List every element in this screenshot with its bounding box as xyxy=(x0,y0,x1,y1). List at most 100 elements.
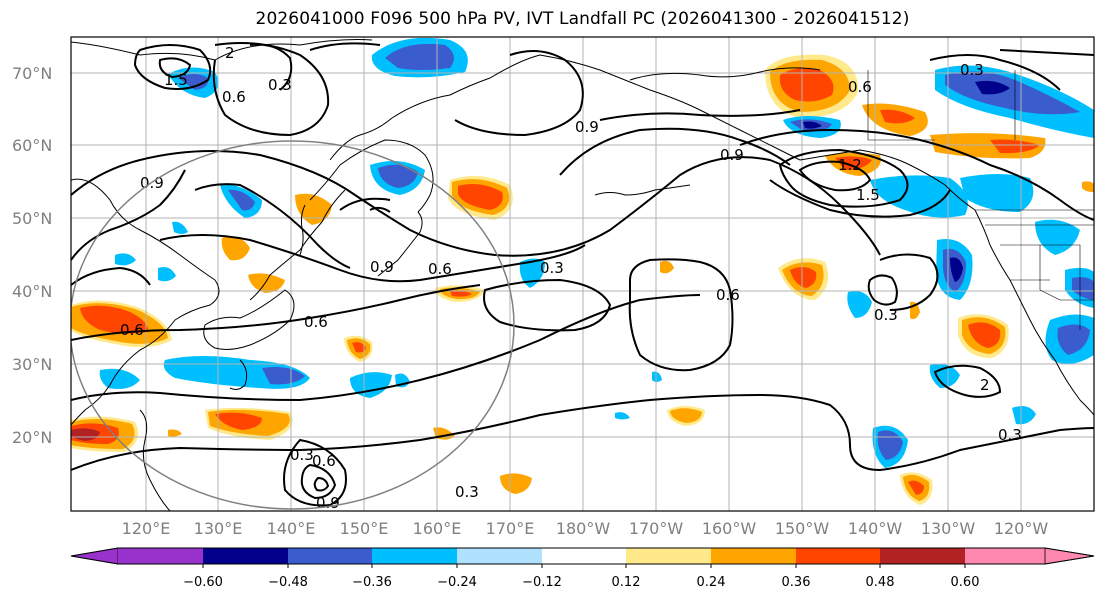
border xyxy=(1000,244,1061,301)
pv-contour xyxy=(599,109,801,121)
colorbar-tick: 0.48 xyxy=(866,575,895,590)
anomaly-blob xyxy=(960,174,1034,212)
pv-contour xyxy=(628,258,734,372)
anomaly-blob xyxy=(790,266,817,288)
lon-label: 180°W xyxy=(556,519,611,538)
colorbar-segment xyxy=(542,548,626,564)
colorbar-segment xyxy=(880,548,965,564)
anomaly-blob xyxy=(158,267,176,282)
pv-contour xyxy=(929,54,1061,91)
anomaly-blob xyxy=(950,257,963,282)
anomaly-blob xyxy=(168,429,182,437)
anomaly-blob xyxy=(1082,181,1094,192)
pv-contour xyxy=(879,253,939,311)
lon-label: 160°W xyxy=(702,519,757,538)
anomaly-blob xyxy=(248,273,285,293)
contour-label: 0.9 xyxy=(370,258,394,276)
coastline xyxy=(649,89,801,161)
colorbar-outline xyxy=(70,547,1095,565)
colorbar-segment xyxy=(457,548,542,564)
pv-contour xyxy=(559,127,791,176)
lat-label: 20°N xyxy=(12,428,52,447)
coastline xyxy=(71,279,220,426)
anomaly-blob xyxy=(779,68,834,102)
colorbar-tick: 0.24 xyxy=(697,575,726,590)
pv-contour xyxy=(798,160,872,192)
anomaly-blob xyxy=(80,305,149,334)
pv-contour xyxy=(194,183,351,269)
anomaly-blob xyxy=(378,164,418,188)
anomaly-blob xyxy=(221,236,250,261)
anomaly-blob xyxy=(352,342,366,353)
lon-label: 120°E xyxy=(122,519,171,538)
anomaly-blob xyxy=(880,109,915,124)
anomaly-blob xyxy=(262,367,305,385)
contour-label: 0.9 xyxy=(575,118,599,136)
coastline xyxy=(71,178,216,281)
lat-label: 70°N xyxy=(12,64,52,83)
contour-label: 0.3 xyxy=(455,483,479,501)
contour-label: 0.6 xyxy=(312,452,336,470)
lat-label: 30°N xyxy=(12,355,52,374)
colorbar-segment xyxy=(372,548,457,564)
contour-label: 0.3 xyxy=(874,306,898,324)
anomaly-blob xyxy=(652,371,662,382)
map-canvas: 1.5 2 0.6 0.3 0.9 0.6 0.9 1.2 1.5 0.9 0.… xyxy=(71,37,1094,512)
coastline xyxy=(594,184,691,196)
anomaly-blob xyxy=(99,368,140,389)
pv-contour xyxy=(339,197,391,211)
anomaly-blob xyxy=(835,156,872,170)
anomaly-blob xyxy=(615,412,630,420)
coastline xyxy=(203,289,295,350)
longitude-labels: 120°E 130°E 140°E 150°E 160°E 170°E 180°… xyxy=(122,519,1049,538)
contour-label: 2 xyxy=(980,376,990,394)
coastline xyxy=(377,211,423,277)
contour-label: 0.6 xyxy=(428,260,452,278)
coastline xyxy=(139,409,171,511)
contour-label: 0.6 xyxy=(848,78,872,96)
contour-label: 0.9 xyxy=(720,146,744,164)
colorbar-tick: 0.12 xyxy=(612,575,641,590)
pv-contour xyxy=(483,278,612,332)
anomaly-blob xyxy=(870,175,968,218)
colorbar-segment xyxy=(118,548,203,564)
shaded-anomalies xyxy=(71,37,1094,505)
latitude-labels: 70°N 60°N 50°N 40°N 30°N 20°N xyxy=(12,64,52,447)
contour-labels: 1.5 2 0.6 0.3 0.9 0.6 0.9 1.2 1.5 0.9 0.… xyxy=(120,44,1022,512)
map-title: 2026041000 F096 500 hPa PV, IVT Landfall… xyxy=(255,9,910,29)
lon-label: 170°W xyxy=(629,519,684,538)
contour-label: 0.6 xyxy=(222,88,246,106)
pv-contour xyxy=(454,50,584,137)
lon-label: 160°E xyxy=(413,519,462,538)
pv-contour xyxy=(369,206,391,213)
colorbar-tick: −0.48 xyxy=(268,575,308,590)
pv-contour xyxy=(999,49,1094,56)
pv-contour xyxy=(867,274,898,306)
lon-label: 140°W xyxy=(848,519,903,538)
anomaly-blob xyxy=(968,322,1001,348)
coastline xyxy=(309,139,434,213)
lon-label: 150°W xyxy=(775,519,830,538)
colorbar-tick: 0.36 xyxy=(782,575,811,590)
lon-label: 170°E xyxy=(486,519,535,538)
pv-contour xyxy=(71,150,881,257)
contour-label: 0.3 xyxy=(998,426,1022,444)
pv-contour xyxy=(159,234,586,283)
anomaly-blob xyxy=(115,253,136,266)
anomaly-blob xyxy=(178,74,209,90)
contour-label: 0.6 xyxy=(716,286,740,304)
anomaly-blob xyxy=(215,412,262,430)
anomaly-blob xyxy=(660,260,674,274)
gridlines xyxy=(71,37,1094,511)
anomaly-blob xyxy=(990,139,1040,154)
colorbar-tick: −0.60 xyxy=(183,575,223,590)
anomaly-blob xyxy=(1057,324,1090,355)
coastlines xyxy=(71,39,1094,511)
pv-contour xyxy=(769,179,951,218)
pv-contour xyxy=(283,438,347,507)
landfall-region-circle xyxy=(71,140,515,510)
contour-label: 1.2 xyxy=(838,156,862,174)
contour-label: 0.9 xyxy=(316,494,340,512)
lon-label: 140°E xyxy=(267,519,316,538)
contour-label: 0.3 xyxy=(540,259,564,277)
